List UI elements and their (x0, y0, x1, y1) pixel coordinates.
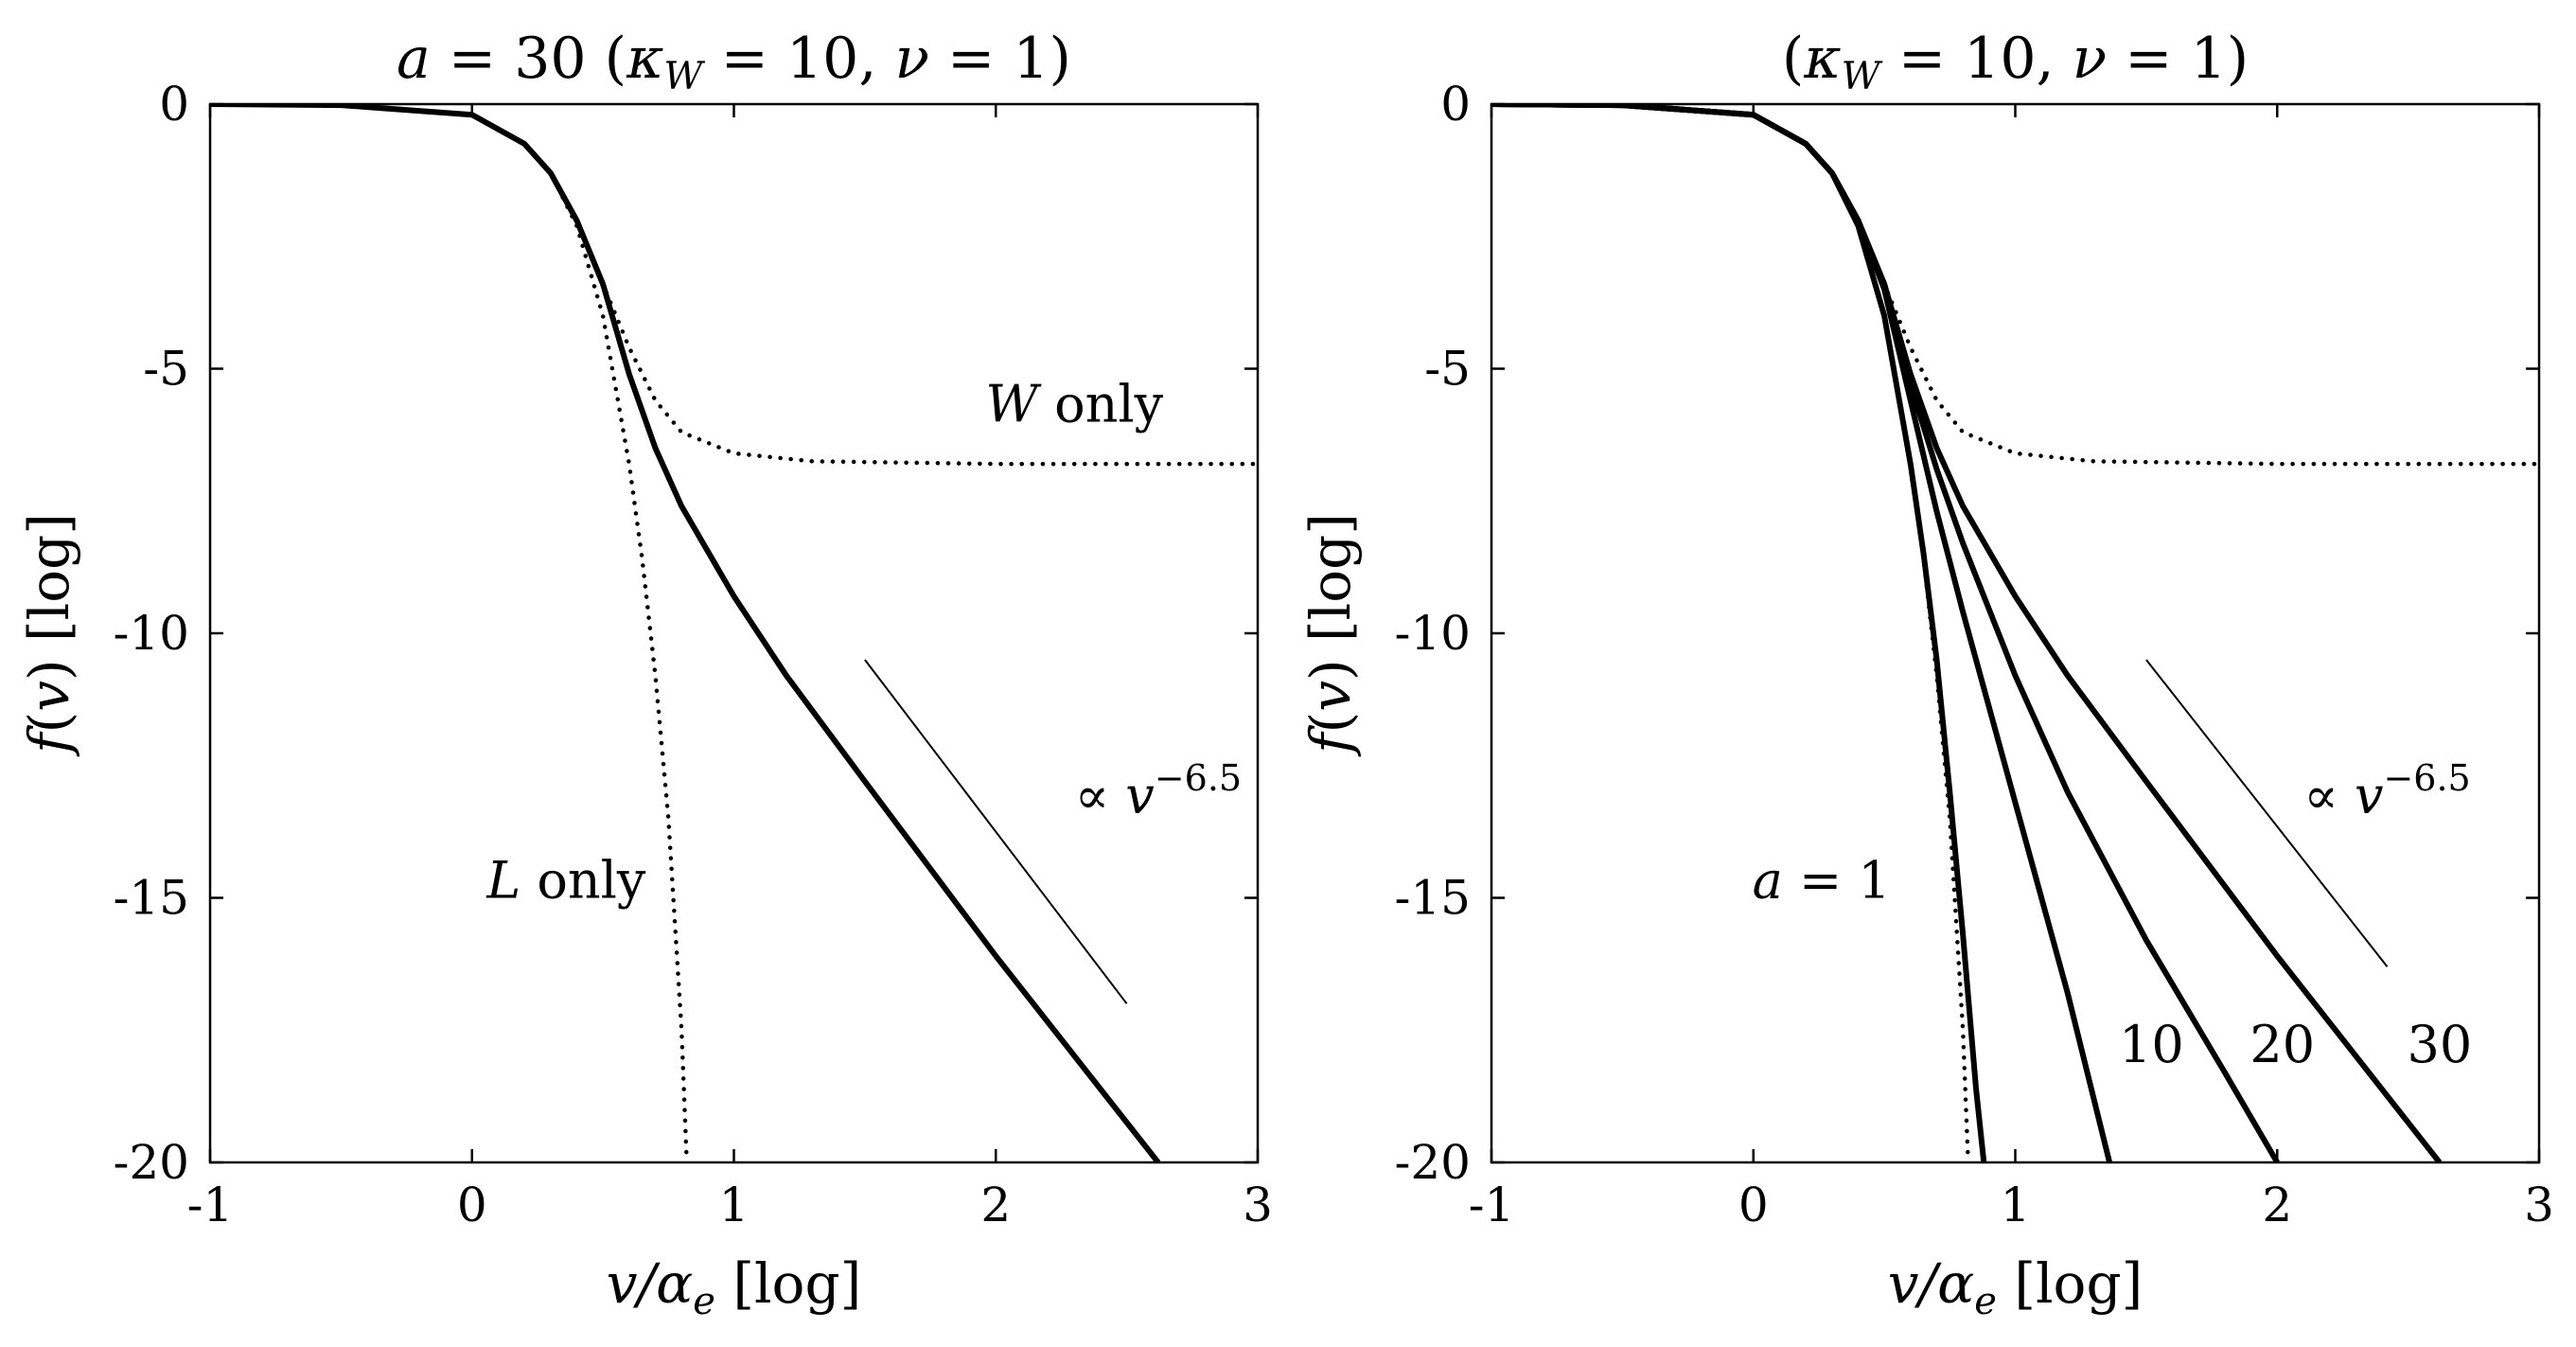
x-tick-label: 3 (1243, 1178, 1273, 1232)
panel-right: -1 0 1 2 30-5-10-15-20(κW = 10, ν = 1)v/αe [… (1298, 26, 2554, 1323)
annotation-label: 10 (2119, 1015, 2184, 1074)
series-line-dotted (1491, 104, 2539, 467)
x-tick-label: -1 (1469, 1178, 1515, 1232)
chart-title: (κW = 10, ν = 1) (1782, 26, 2249, 98)
x-axis-label: v/αe [log] (607, 1251, 861, 1323)
annotation-label: L only (485, 851, 646, 911)
y-tick-label: -15 (1394, 871, 1471, 926)
y-tick-label: -10 (113, 606, 189, 661)
annotation-label: ∝ v−6.5 (2303, 757, 2471, 825)
y-tick-label: 0 (159, 77, 189, 132)
y-tick-label: 0 (1440, 77, 1471, 132)
x-tick-label: 0 (457, 1178, 487, 1232)
annotation-label: 20 (2250, 1015, 2315, 1074)
series-line-solid (1491, 104, 2280, 1162)
annotation-label: a = 1 (1753, 851, 1891, 911)
panel-left: -1 0 1 2 30-5-10-15-20a = 30 (κW = 10, ν = 1… (17, 26, 1273, 1323)
y-axis-label: f(v) [log] (17, 513, 81, 757)
y-axis-label: f(v) [log] (1298, 513, 1363, 757)
x-tick-label: 3 (2524, 1178, 2554, 1232)
x-tick-label: 1 (719, 1178, 750, 1232)
y-tick-label: -20 (113, 1135, 189, 1190)
annotation-label: W only (985, 374, 1163, 434)
x-tick-label: 2 (2262, 1178, 2292, 1232)
chart-title: a = 30 (κW = 10, ν = 1) (397, 26, 1071, 98)
series-line-solid (1491, 104, 2443, 1162)
series-line-solid (1491, 104, 1987, 1162)
annotation-label: 30 (2407, 1015, 2472, 1074)
x-tick-label: 2 (980, 1178, 1011, 1232)
series-line-solid (1491, 104, 2113, 1162)
series-line-dotted (210, 104, 689, 1162)
y-tick-label: -5 (143, 342, 189, 397)
y-tick-label: -15 (113, 871, 189, 926)
x-axis-label: v/αe [log] (1888, 1251, 2143, 1323)
plot-frame (1490, 102, 2541, 1164)
annotation-label: ∝ v−6.5 (1075, 757, 1243, 825)
y-tick-label: -20 (1394, 1135, 1471, 1190)
x-tick-label: 0 (1738, 1178, 1769, 1232)
reference-slope-line (864, 659, 1128, 1004)
plot-frame (208, 102, 1260, 1164)
y-tick-label: -10 (1394, 606, 1471, 661)
series-line-solid (210, 104, 1161, 1162)
series-line-dotted (1491, 104, 1970, 1162)
x-tick-label: 1 (2001, 1178, 2031, 1232)
x-tick-label: -1 (187, 1178, 234, 1232)
y-tick-label: -5 (1424, 342, 1471, 397)
reference-slope-line (2145, 659, 2389, 967)
